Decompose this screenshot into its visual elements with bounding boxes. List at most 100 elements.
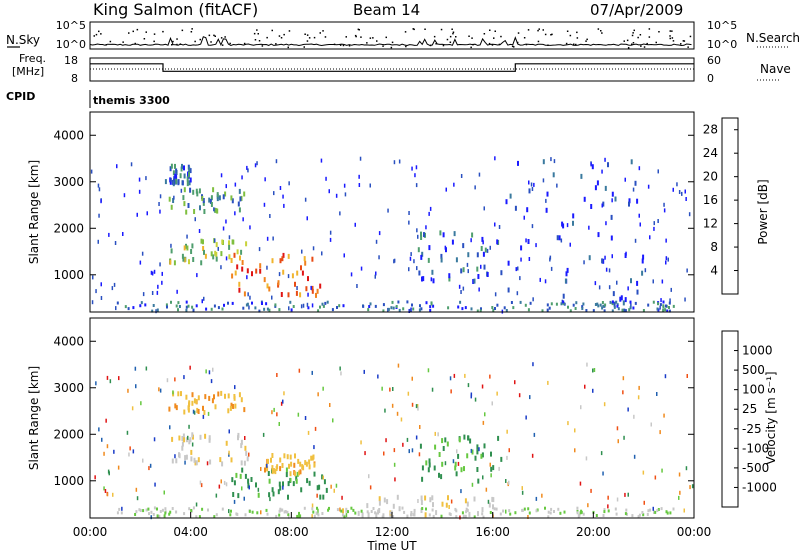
range-gate-pixel xyxy=(228,240,230,246)
range-gate-pixel xyxy=(594,185,597,191)
range-gate-pixel xyxy=(308,480,311,486)
scatter-pixel xyxy=(339,211,341,216)
near-range-pixel xyxy=(409,308,412,312)
range-gate-pixel xyxy=(418,270,421,276)
range-gate-pixel xyxy=(299,469,302,475)
range-gate-pixel xyxy=(361,512,364,518)
near-range-pixel xyxy=(631,514,634,518)
range-gate-pixel xyxy=(438,472,440,478)
range-gate-pixel xyxy=(588,255,591,261)
y-tick-label: 1000 xyxy=(53,268,84,282)
range-gate-pixel xyxy=(471,232,474,238)
near-range-pixel xyxy=(281,508,284,512)
scatter-pixel xyxy=(192,409,195,414)
range-gate-pixel xyxy=(183,245,186,251)
scatter-pixel xyxy=(592,388,594,393)
near-range-pixel xyxy=(153,506,156,510)
near-range-pixel xyxy=(315,511,318,515)
scatter-pixel xyxy=(657,169,659,174)
range-gate-pixel xyxy=(227,393,230,399)
near-range-pixel xyxy=(336,508,339,512)
near-range-pixel xyxy=(210,307,213,311)
range-gate-pixel xyxy=(444,437,447,443)
range-gate-pixel xyxy=(636,280,639,286)
range-gate-pixel xyxy=(180,391,182,397)
noise-search-point xyxy=(468,35,470,37)
colorbar-frame xyxy=(721,117,739,295)
range-gate-pixel xyxy=(190,456,193,462)
scatter-pixel xyxy=(679,490,681,495)
scatter-pixel xyxy=(343,253,345,258)
near-range-pixel xyxy=(374,511,377,515)
scatter-pixel xyxy=(531,453,534,458)
scatter-pixel xyxy=(414,173,416,178)
noise-search-point xyxy=(358,29,360,31)
scatter-pixel xyxy=(574,428,576,433)
near-range-pixel xyxy=(647,303,650,307)
range-gate-pixel xyxy=(202,246,205,251)
scatter-pixel xyxy=(535,243,537,248)
near-range-pixel xyxy=(425,301,428,305)
range-gate-pixel xyxy=(468,511,471,517)
noise-search-point xyxy=(500,35,502,38)
near-range-pixel xyxy=(152,304,155,307)
near-range-pixel xyxy=(578,513,581,517)
noise-search-point xyxy=(494,30,496,32)
range-gate-pixel xyxy=(440,253,443,259)
scatter-pixel xyxy=(541,493,543,498)
scatter-pixel xyxy=(470,448,473,453)
range-gate-pixel xyxy=(481,236,484,242)
near-range-pixel xyxy=(116,511,119,515)
range-gate-pixel xyxy=(168,406,171,412)
range-gate-pixel xyxy=(572,213,575,219)
scatter-pixel xyxy=(134,366,137,371)
range-gate-pixel xyxy=(476,266,479,272)
near-range-pixel xyxy=(461,307,464,311)
y-tick-label: 4000 xyxy=(53,334,84,348)
scatter-pixel xyxy=(542,178,545,183)
noise-search-point xyxy=(575,43,577,46)
noise-search-point xyxy=(689,35,692,38)
range-gate-pixel xyxy=(191,243,194,249)
noise-search-point xyxy=(357,28,360,31)
scatter-pixel xyxy=(588,225,590,230)
near-range-pixel xyxy=(632,306,635,310)
near-range-pixel xyxy=(387,307,390,311)
near-range-pixel xyxy=(602,304,605,308)
scatter-pixel xyxy=(448,505,450,509)
scatter-pixel xyxy=(408,267,410,272)
noise-search-point xyxy=(306,34,309,36)
noise-search-point xyxy=(319,32,321,34)
scatter-pixel xyxy=(444,461,447,466)
near-range-pixel xyxy=(466,508,469,512)
scatter-pixel xyxy=(271,295,273,300)
scatter-pixel xyxy=(369,485,372,490)
range-gate-pixel xyxy=(601,258,604,264)
scatter-pixel xyxy=(241,486,243,491)
range-gate-pixel xyxy=(619,296,622,302)
noise-search-point xyxy=(280,37,283,39)
near-range-pixel xyxy=(254,306,257,310)
near-range-pixel xyxy=(185,308,188,312)
scatter-pixel xyxy=(272,236,274,241)
range-gate-pixel xyxy=(240,397,243,403)
scatter-pixel xyxy=(411,376,413,381)
scatter-pixel xyxy=(172,390,174,395)
near-range-pixel xyxy=(574,307,577,310)
scatter-pixel xyxy=(161,271,163,276)
range-gate-pixel xyxy=(641,258,644,264)
range-gate-pixel xyxy=(451,239,454,245)
near-range-pixel xyxy=(171,507,174,510)
scatter-pixel xyxy=(287,274,290,279)
scatter-pixel xyxy=(154,482,156,487)
noise-search-point xyxy=(275,43,277,45)
range-gate-pixel xyxy=(296,270,299,276)
scatter-pixel xyxy=(100,296,103,300)
near-range-pixel xyxy=(132,306,135,310)
noise-search-point xyxy=(687,46,689,48)
near-range-pixel xyxy=(455,515,458,519)
scatter-pixel xyxy=(416,266,418,271)
scatter-pixel xyxy=(665,238,667,243)
scatter-pixel xyxy=(159,262,161,267)
